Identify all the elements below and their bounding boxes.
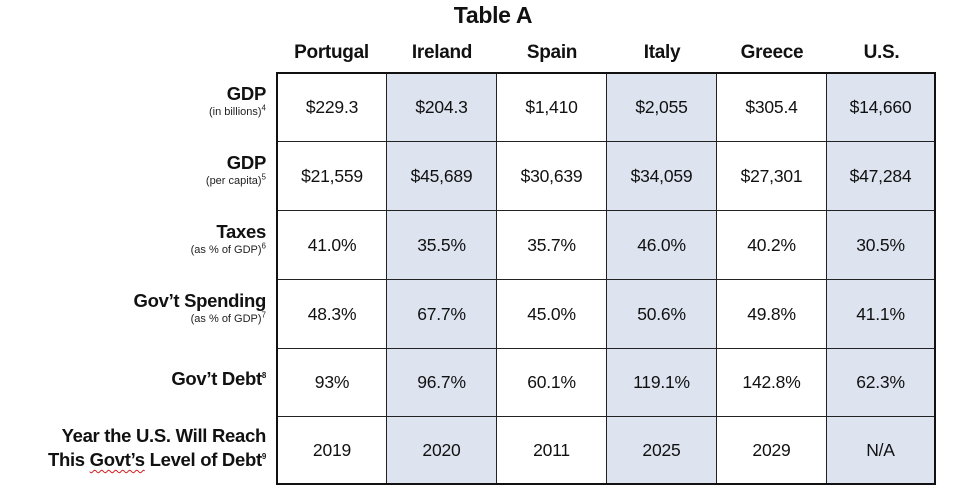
column-header-portugal: Portugal — [294, 42, 369, 63]
table-cell: 41.1% — [827, 280, 934, 349]
table-cell: $14,660 — [827, 74, 934, 142]
table-cell: $229.3 — [278, 74, 387, 142]
table-cell: $45,689 — [387, 142, 497, 211]
table-cell: $21,559 — [278, 142, 387, 211]
table-cell: 35.7% — [497, 211, 607, 280]
table-cell: 119.1% — [607, 349, 717, 417]
table-cell: 2011 — [497, 417, 607, 483]
table-cell: $27,301 — [717, 142, 827, 211]
table-cell: 49.8% — [717, 280, 827, 349]
table-cell: 45.0% — [497, 280, 607, 349]
table-cell: 2029 — [717, 417, 827, 483]
row-label-main: GDP — [226, 152, 267, 173]
table-cell: 2025 — [607, 417, 717, 483]
table-cell: 60.1% — [497, 349, 607, 417]
table-title: Table A — [453, 2, 533, 28]
table-cell: 2020 — [387, 417, 497, 483]
table-cell: 41.0% — [278, 211, 387, 280]
column-header-italy: Italy — [643, 42, 681, 63]
row-label-sub: (per capita)5 — [205, 172, 266, 187]
table-cell: 93% — [278, 349, 387, 417]
column-header-us: U.S. — [863, 42, 900, 63]
table-cell: 96.7% — [387, 349, 497, 417]
table-cell: $1,410 — [497, 74, 607, 142]
footnote-marker: 7 — [261, 310, 266, 320]
row-label-govt-debt: Gov’t Debt8 — [0, 368, 266, 390]
row-label-govt-spending: Gov’t Spending (as % of GDP)7 — [0, 290, 267, 326]
row-label-taxes: Taxes (as % of GDP)6 — [0, 221, 267, 257]
row-label-sub: (in billions)4 — [208, 103, 266, 118]
table-cell: $30,639 — [497, 142, 607, 211]
table-cell: 67.7% — [387, 280, 497, 349]
row-label-year-us-reach-debt: Year the U.S. Will Reach This Govt’s Lev… — [0, 424, 266, 472]
table-cell: 30.5% — [827, 211, 934, 280]
table-cell: $47,284 — [827, 142, 934, 211]
row-label-main: Taxes — [216, 221, 266, 242]
table-cell: $305.4 — [717, 74, 827, 142]
table-cell: 35.5% — [387, 211, 497, 280]
footnote-marker: 5 — [261, 172, 266, 182]
row-label-line-1: Year the U.S. Will Reach — [61, 425, 267, 446]
footnote-marker: 4 — [261, 103, 266, 113]
row-label-gdp-per-capita: GDP (per capita)5 — [0, 152, 266, 188]
column-header-ireland: Ireland — [411, 42, 473, 63]
data-table: $229.3 $204.3 $1,410 $2,055 $305.4 $14,6… — [276, 72, 936, 485]
row-label-line-2: This Govt’s Level of Debt9 — [47, 449, 266, 470]
table-cell: $34,059 — [607, 142, 717, 211]
row-label-sub: (as % of GDP)7 — [190, 310, 266, 325]
row-label-gdp-billions: GDP (in billions)4 — [0, 83, 266, 119]
table-cell: 46.0% — [607, 211, 717, 280]
column-header-greece: Greece — [740, 42, 804, 63]
table-cell: 142.8% — [717, 349, 827, 417]
column-header-spain: Spain — [526, 42, 578, 63]
table-cell: 40.2% — [717, 211, 827, 280]
footnote-marker: 9 — [261, 451, 266, 461]
row-label-sub: (as % of GDP)6 — [190, 241, 266, 256]
spellcheck-underlined-word: Govt’s — [89, 449, 145, 470]
table-cell: N/A — [827, 417, 934, 483]
table-cell: $2,055 — [607, 74, 717, 142]
table-cell: $204.3 — [387, 74, 497, 142]
row-label-main: Gov’t Spending — [133, 290, 267, 311]
footnote-marker: 6 — [261, 241, 266, 251]
table-cell: 48.3% — [278, 280, 387, 349]
table-cell: 62.3% — [827, 349, 934, 417]
row-label-main: Gov’t Debt8 — [171, 368, 266, 389]
footnote-marker: 8 — [261, 370, 266, 380]
row-label-main: GDP — [226, 83, 267, 104]
table-cell: 50.6% — [607, 280, 717, 349]
table-cell: 2019 — [278, 417, 387, 483]
